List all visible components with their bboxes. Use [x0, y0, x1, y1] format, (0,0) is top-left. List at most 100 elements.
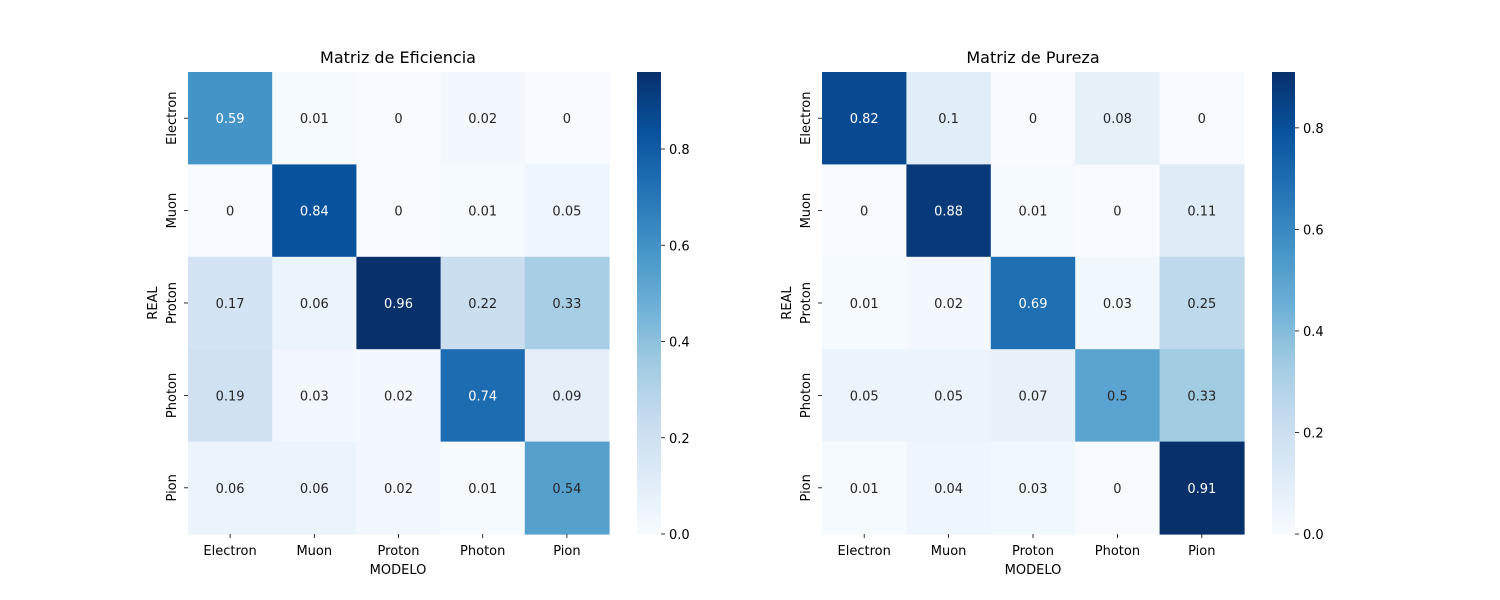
colorbar	[637, 72, 661, 534]
heatmap-cell	[272, 256, 357, 350]
cell-value-label: 0.06	[300, 482, 329, 497]
heatmap-cell	[1159, 256, 1245, 350]
y-tick-label: Proton	[165, 282, 180, 324]
heatmap-cell	[524, 256, 610, 350]
cell-value-label: 0.01	[468, 482, 497, 497]
x-tick-label: Photon	[460, 544, 505, 559]
x-tick-label: Pion	[553, 544, 580, 559]
cell-value-label: 0.06	[216, 482, 245, 497]
heatmap-cell	[906, 441, 992, 535]
heatmap-cell	[1159, 164, 1245, 258]
heatmap-cell	[822, 256, 907, 350]
heatmap-cell	[1075, 441, 1161, 535]
heatmap-cells: 0.82 0.1 0 0.08 0 0 0.88 0.01 0 0.11 0.01 0.02 0.69 0…	[822, 72, 1245, 535]
y-tick-label: Muon	[799, 193, 814, 229]
heatmap-cell	[440, 441, 526, 535]
cell-value-label: 0.69	[1019, 297, 1048, 312]
x-tick-label: Photon	[1095, 544, 1140, 559]
cell-value-label: 0.96	[384, 297, 413, 312]
y-tick-label: Photon	[799, 373, 814, 418]
heatmap-cell	[188, 441, 273, 535]
cell-value-label: 0.74	[468, 389, 497, 404]
heatmap-cell	[906, 164, 992, 258]
heatmap-cell	[440, 164, 526, 258]
heatmap-cell	[440, 349, 526, 443]
heatmap-cell	[272, 349, 357, 443]
colorbar-tick-label: 0.8	[669, 143, 690, 158]
heatmap-cell	[822, 164, 907, 258]
cell-value-label: 0	[1029, 112, 1037, 127]
cell-value-label: 0.88	[934, 205, 963, 220]
cell-value-label: 0.5	[1107, 389, 1128, 404]
y-tick-label: Electron	[165, 92, 180, 145]
cell-value-label: 0	[1198, 112, 1206, 127]
cell-value-label: 0.01	[468, 205, 497, 220]
y-tick-label: Electron	[799, 92, 814, 145]
heatmap-purity: Matriz de Pureza 0.82 0.1 0 0.08 00 0.88 0.01 0…	[780, 48, 1324, 578]
cell-value-label: 0	[394, 112, 402, 127]
heatmap-efficiency: Matriz de Eficiencia 0.59 0.01 0 0.02 0 0 0.84…	[146, 48, 690, 578]
heatmap-cell	[1075, 164, 1161, 258]
heatmap-cell	[524, 441, 610, 535]
heatmap-cell	[1159, 441, 1245, 535]
cell-value-label: 0	[563, 112, 571, 127]
x-axis-label: MODELO	[1005, 563, 1062, 578]
cell-value-label: 0.07	[1019, 389, 1048, 404]
cell-value-label: 0.02	[468, 112, 497, 127]
cell-value-label: 0.25	[1187, 297, 1216, 312]
cell-value-label: 0.54	[552, 482, 581, 497]
cell-value-label: 0.01	[300, 112, 329, 127]
x-axis-ticks: Electron Muon Proton Photon Pion	[203, 534, 581, 559]
heatmap-cell	[524, 349, 610, 443]
y-tick-label: Pion	[799, 474, 814, 501]
heatmap-cell	[990, 164, 1076, 258]
cell-value-label: 0.05	[552, 205, 581, 220]
heatmap-cell	[822, 441, 907, 535]
heatmap-cell	[356, 164, 442, 258]
heatmap-cell	[356, 256, 442, 350]
x-tick-label: Muon	[296, 544, 332, 559]
colorbar-tick-label: 0.2	[1303, 426, 1324, 441]
cell-value-label: 0	[226, 205, 234, 220]
colorbar-tick-label: 0.8	[1303, 122, 1324, 137]
heatmap-cell	[990, 72, 1076, 165]
colorbar-tick-label: 0.2	[669, 432, 690, 447]
cell-value-label: 0.84	[300, 205, 329, 220]
cell-value-label: 0.91	[1187, 482, 1216, 497]
cell-value-label: 0	[860, 205, 868, 220]
cell-value-label: 0.19	[216, 389, 245, 404]
heatmap-cell	[524, 164, 610, 258]
cell-value-label: 0	[1113, 482, 1121, 497]
cell-value-label: 0.03	[1019, 482, 1048, 497]
heatmap-cell	[906, 349, 992, 443]
colorbar-tick-label: 0.6	[669, 239, 690, 254]
cell-value-label: 0	[1113, 205, 1121, 220]
colorbar-tick-label: 0.4	[1303, 325, 1324, 340]
heatmap-cell	[188, 164, 273, 258]
heatmap-cell	[990, 441, 1076, 535]
heatmap-cell	[524, 72, 610, 165]
heatmap-cell	[188, 72, 273, 165]
cell-value-label: 0.09	[552, 389, 581, 404]
heatmap-cell	[990, 256, 1076, 350]
colorbar-tick-label: 0.6	[1303, 223, 1324, 238]
colorbar-tick-label: 0.0	[669, 528, 690, 543]
cell-value-label: 0.06	[300, 297, 329, 312]
heatmap-cell	[1075, 349, 1161, 443]
heatmap-cell	[1075, 256, 1161, 350]
cell-value-label: 0.01	[1019, 205, 1048, 220]
cell-value-label: 0.04	[934, 482, 963, 497]
heatmap-cell	[1159, 349, 1245, 443]
cell-value-label: 0.01	[850, 482, 879, 497]
colorbar-ticks: 0.0 0.2 0.4 0.6 0.8	[1295, 122, 1324, 543]
cell-value-label: 0.03	[1103, 297, 1132, 312]
cell-value-label: 0.1	[938, 112, 959, 127]
y-axis-label: REAL	[780, 286, 795, 320]
colorbar	[1272, 72, 1295, 534]
heatmap-cell	[906, 256, 992, 350]
heatmap-cell	[272, 72, 357, 165]
y-tick-label: Muon	[165, 193, 180, 229]
heatmap-cell	[356, 72, 442, 165]
heatmap-cell	[906, 72, 992, 165]
